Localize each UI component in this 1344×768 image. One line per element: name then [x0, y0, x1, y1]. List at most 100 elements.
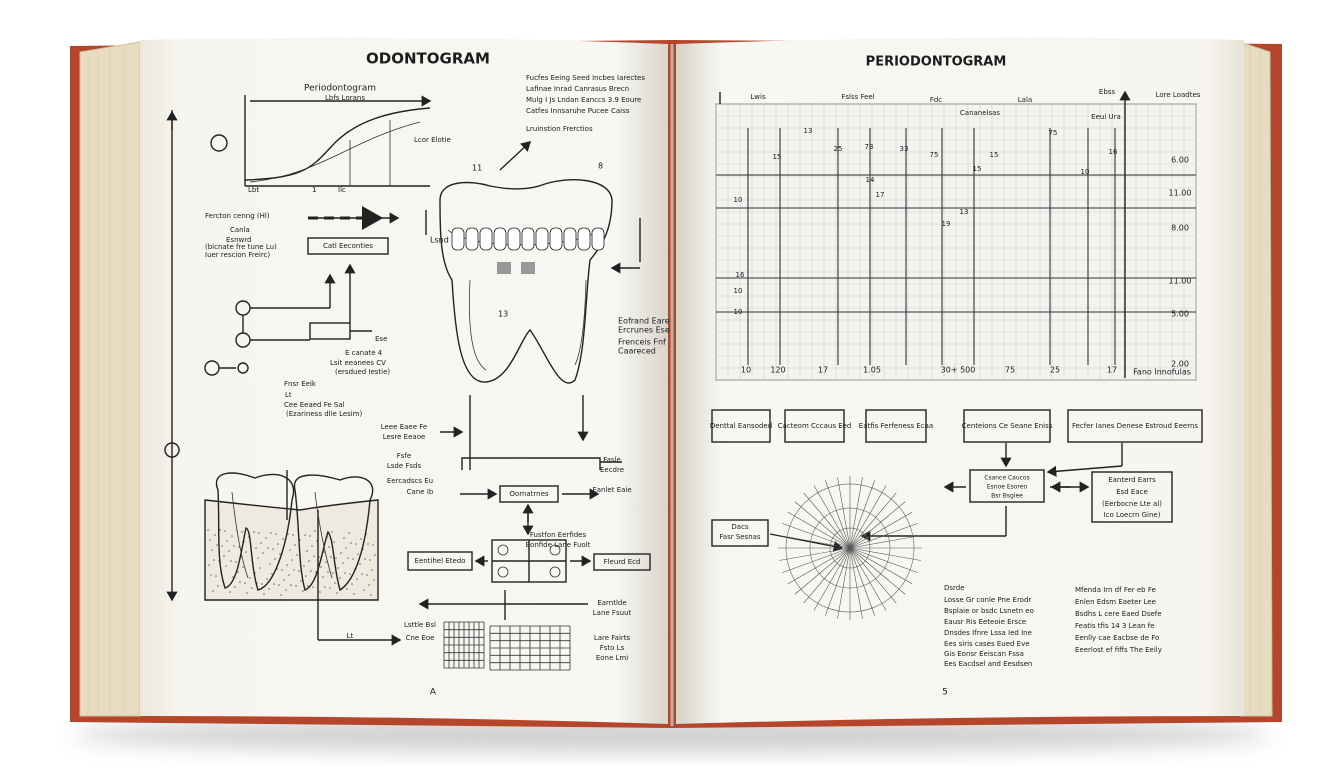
- dot: [228, 550, 230, 552]
- dot: [270, 532, 272, 534]
- dot: [251, 587, 253, 589]
- legend-line: Canla: [230, 226, 250, 234]
- scale-label: 6.00: [1171, 156, 1189, 165]
- box-label: Fasr Sesnas: [719, 533, 761, 541]
- top-label: Lwis: [750, 93, 766, 101]
- box-label: Eatfis Ferfeness Ecaa: [859, 422, 933, 430]
- tooth: [465, 227, 479, 251]
- graph-label: Lcor Elotie: [414, 136, 451, 144]
- dot: [323, 551, 325, 553]
- dot: [211, 549, 213, 551]
- box-label: Fecfer Ianes Denese Estroud Eeerns: [1072, 422, 1198, 430]
- dot: [310, 570, 312, 572]
- dot: [344, 572, 346, 574]
- dot: [267, 547, 269, 549]
- dot: [207, 529, 209, 531]
- radial-spoke: [787, 547, 851, 585]
- dot: [334, 582, 336, 584]
- page-lines: [87, 45, 1261, 714]
- dot: [217, 585, 219, 587]
- radial-spoke: [849, 523, 918, 549]
- dot: [329, 587, 331, 589]
- box-label: Ico Loecrn Gine): [1104, 511, 1161, 519]
- box-label: Oornatrnes: [509, 490, 549, 498]
- dot: [333, 541, 335, 543]
- tooth: [577, 227, 591, 251]
- radial-spoke: [849, 547, 875, 616]
- flow-label: Fsfe: [397, 452, 411, 460]
- dot: [242, 566, 244, 568]
- radial-spoke: [803, 547, 851, 604]
- tooth: [451, 227, 465, 251]
- dot: [353, 593, 355, 595]
- dot: [215, 575, 217, 577]
- radial-spoke: [849, 485, 887, 549]
- dot: [363, 589, 365, 591]
- dot: [340, 552, 342, 554]
- top-label: Ebss: [1099, 88, 1116, 96]
- note-line: Mulg I Js Lndan Eanccs 3.9 Eoure: [526, 96, 641, 104]
- dot: [294, 544, 296, 546]
- box-label: Eanterd Earrs: [1108, 476, 1156, 484]
- dot: [327, 571, 329, 573]
- dot: [356, 578, 358, 580]
- radial-spoke: [849, 547, 906, 595]
- dot: [350, 542, 352, 544]
- dot: [208, 564, 210, 566]
- tooth-label: Caareced: [618, 347, 656, 356]
- note-line: Lafinae Inrad Canrasus Brecn: [526, 85, 629, 93]
- tooth: [535, 227, 549, 251]
- dot: [257, 557, 259, 559]
- dot: [235, 561, 237, 563]
- flow-box: [784, 409, 845, 443]
- radial-spoke: [849, 547, 887, 611]
- flow-label: Eecdre: [600, 466, 624, 474]
- dot: [273, 583, 275, 585]
- tooth: [493, 227, 507, 251]
- dot: [311, 545, 313, 547]
- scale-label: 75: [1005, 366, 1015, 375]
- scale-label: 2.00: [1171, 360, 1189, 369]
- dot: [246, 592, 248, 594]
- flow-box: [865, 409, 927, 443]
- note-line: Eeerlost ef fiffs The Eeily: [1075, 646, 1162, 654]
- dot: [245, 551, 247, 553]
- dot: [312, 586, 314, 588]
- dot: [359, 563, 361, 565]
- dot: [304, 534, 306, 536]
- dot: [239, 581, 241, 583]
- legend-line: (bicnate fre tune Lu): [205, 243, 277, 251]
- dot: [292, 534, 294, 536]
- tooth-label: Eofrand Eare: [618, 317, 670, 326]
- dot: [291, 559, 293, 561]
- dot: [339, 577, 341, 579]
- scale-label: 11.00: [1169, 277, 1192, 286]
- tooth: [591, 227, 605, 251]
- dot: [319, 591, 321, 593]
- dot: [332, 572, 334, 574]
- dot: [224, 530, 226, 532]
- note-line: Eausr Ris Eeteoie Ersce: [944, 618, 1026, 626]
- dot: [314, 530, 316, 532]
- top-label: Lore Loadtes: [1156, 91, 1201, 99]
- circuit-label: Ese: [375, 335, 387, 343]
- dot: [313, 555, 315, 557]
- dot: [221, 545, 223, 547]
- dot: [229, 591, 231, 593]
- radial-spoke: [849, 477, 863, 549]
- dot: [280, 594, 282, 596]
- top-label: Fslss Feel: [841, 93, 874, 101]
- grid-mark: 15: [990, 151, 999, 159]
- grid-mark: 75: [930, 151, 939, 159]
- dot: [374, 554, 376, 556]
- box-label: Denttal Eansoded: [710, 422, 772, 430]
- note-line: Ees Eacdsel and Eesdsen: [944, 660, 1032, 668]
- graph-subtitle: Lbfs Lorans: [325, 94, 365, 102]
- scale-label: 11.00: [1169, 189, 1192, 198]
- dot: [328, 546, 330, 548]
- grid-mark: 16: [736, 271, 745, 279]
- dot: [255, 547, 257, 549]
- legend-line: Esnwrd: [226, 236, 251, 244]
- tooth: [563, 227, 577, 251]
